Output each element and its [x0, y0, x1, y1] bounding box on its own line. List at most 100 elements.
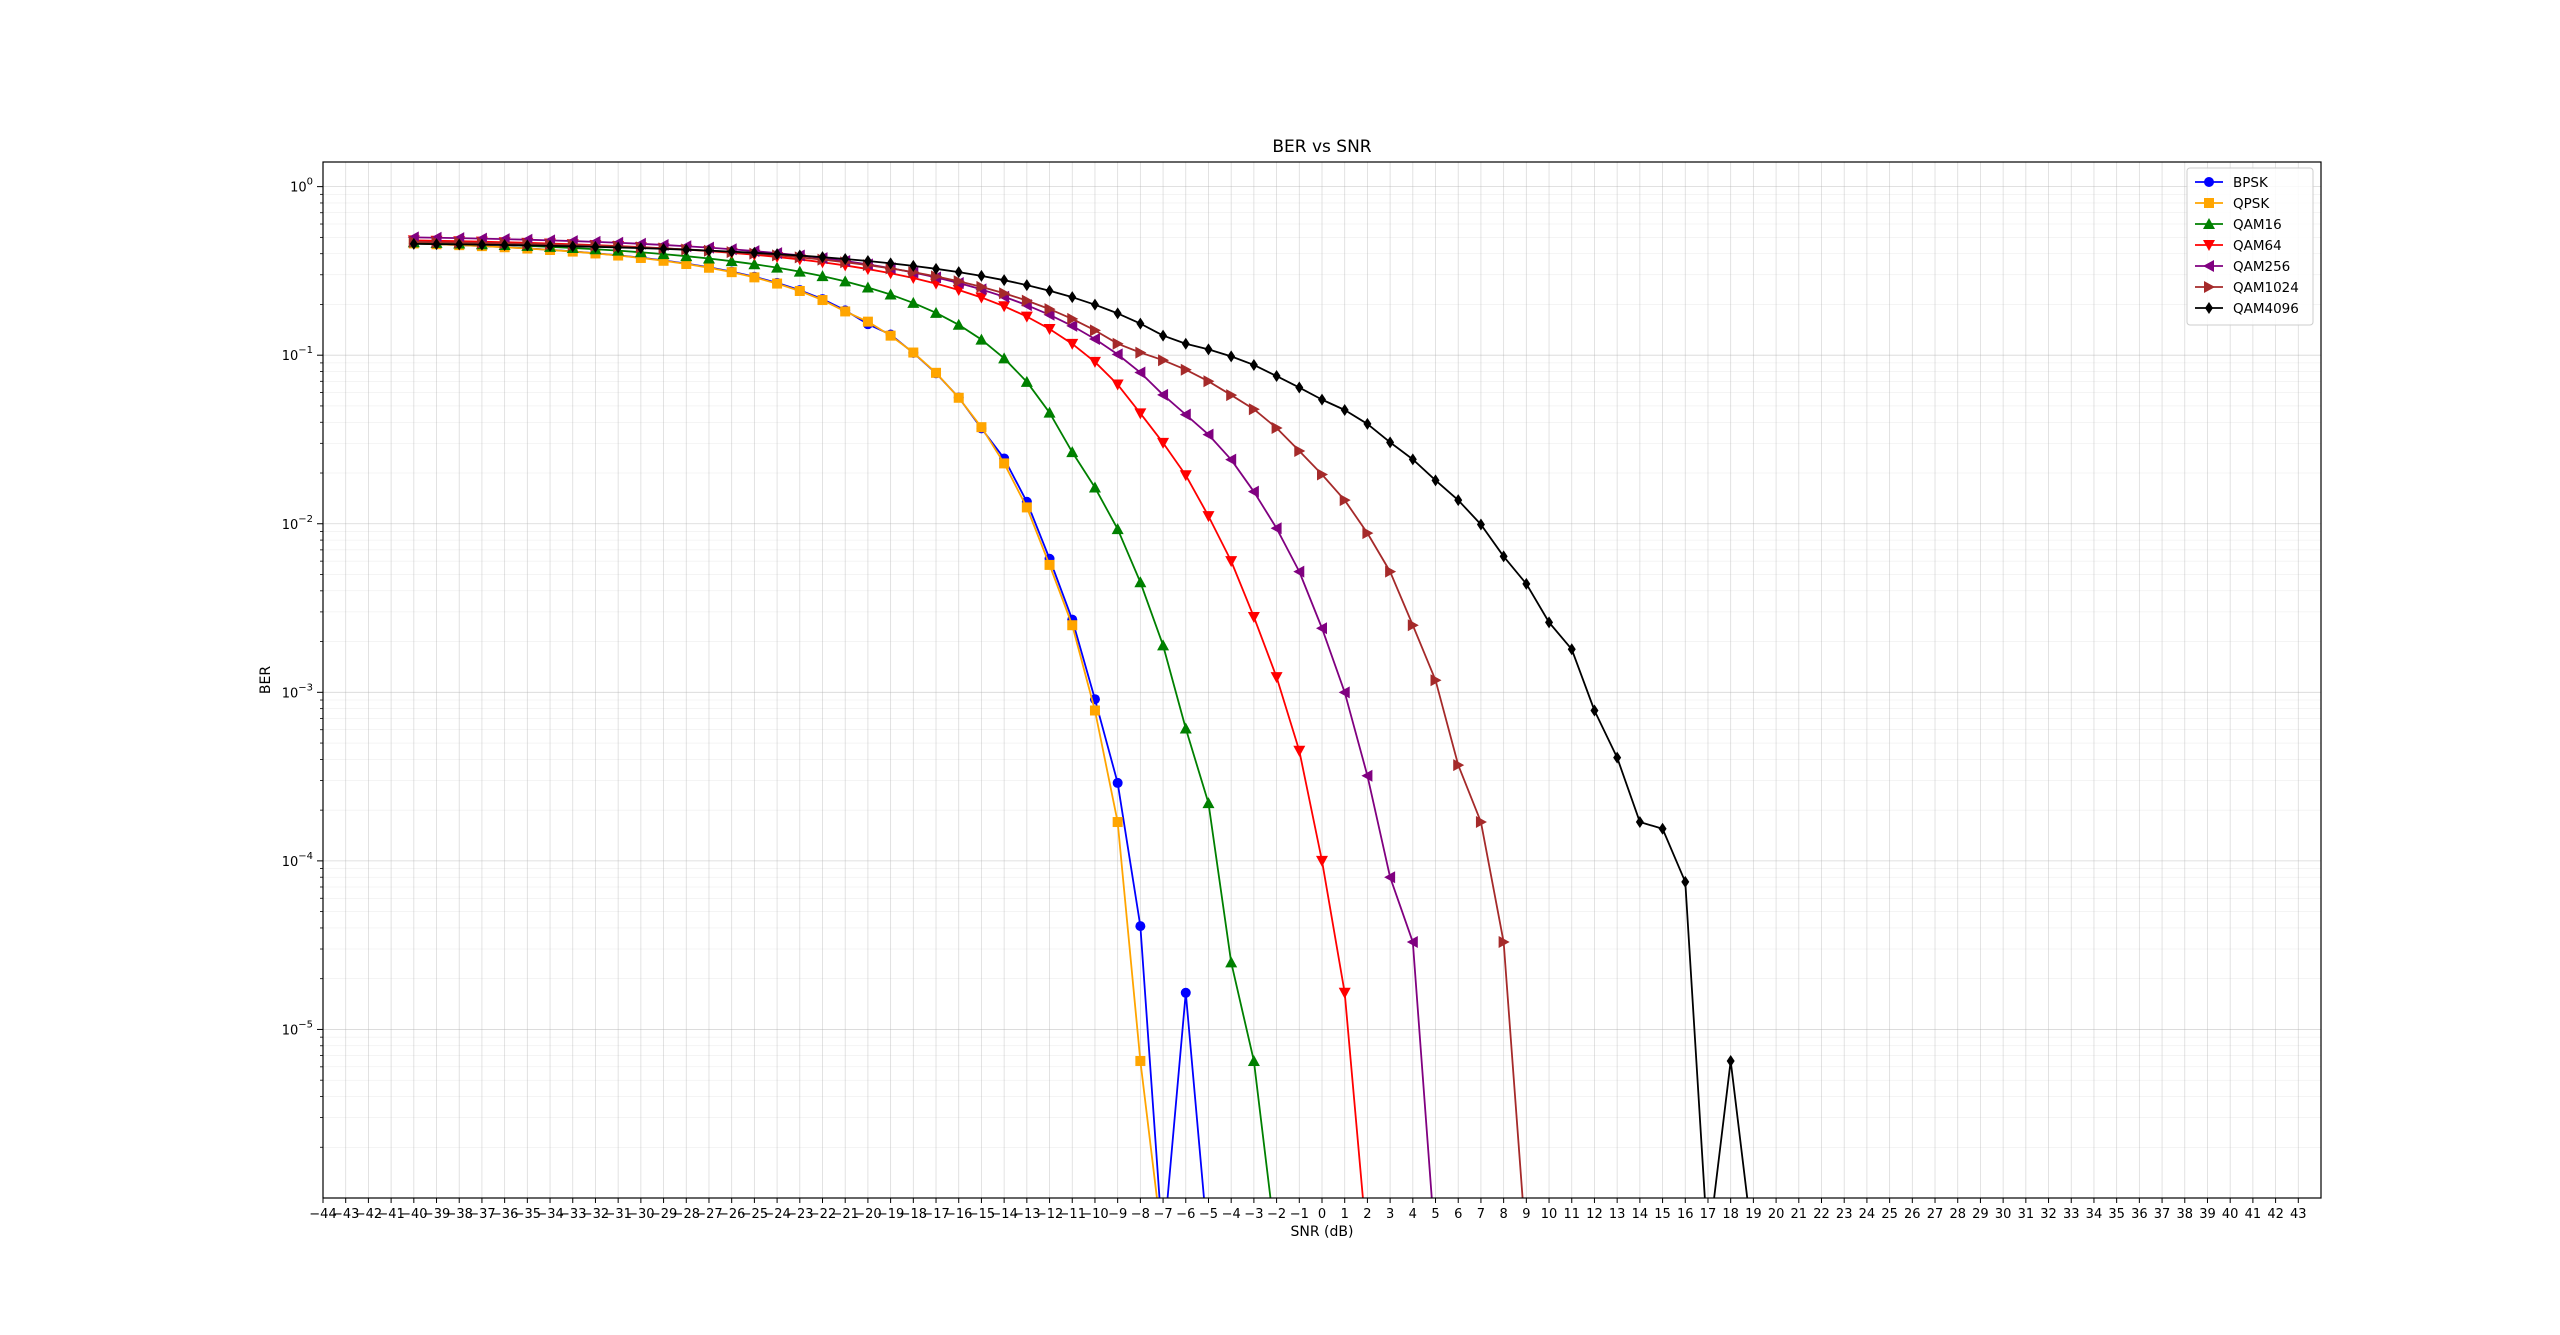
data-point-qam256	[1406, 936, 1418, 949]
data-point-qam4096	[1068, 291, 1077, 304]
data-point-qam4096	[1658, 822, 1667, 835]
data-point-qam4096	[659, 242, 668, 255]
data-point-qam4096	[1090, 298, 1099, 311]
data-point-qam16	[816, 270, 829, 282]
data-point-qam256	[1316, 622, 1327, 635]
data-point-qam4096	[1136, 317, 1145, 330]
data-point-qam4096	[863, 255, 872, 268]
data-point-qpsk	[703, 262, 714, 273]
x-tick-label: 22	[1813, 1207, 1830, 1222]
x-tick-label: 1	[1341, 1207, 1349, 1222]
x-tick-label: −27	[695, 1207, 722, 1222]
data-point-qam4096	[1159, 329, 1168, 342]
data-point-qpsk	[999, 458, 1010, 469]
x-tick-label: 3	[1386, 1207, 1394, 1222]
data-point-qam64	[1134, 408, 1147, 420]
data-point-qpsk	[1089, 705, 1100, 716]
data-point-qam1024	[1226, 389, 1238, 402]
legend-label-qam16: QAM16	[2233, 217, 2282, 233]
data-point-qam4096	[1204, 343, 1213, 356]
data-point-qam256	[1293, 565, 1305, 578]
data-point-qam256	[1043, 308, 1055, 321]
x-tick-label: 25	[1881, 1207, 1898, 1222]
data-point-qam4096	[932, 262, 941, 275]
data-point-qam16	[1225, 956, 1238, 968]
data-point-qam64	[1225, 556, 1238, 568]
data-point-qam4096	[1408, 453, 1417, 466]
x-tick-label: 2	[1363, 1207, 1371, 1222]
legend-label-qam64: QAM64	[2233, 238, 2282, 254]
data-point-qam4096	[977, 269, 986, 282]
data-point-qam4096	[477, 238, 486, 251]
data-point-qam4096	[1249, 358, 1258, 371]
data-point-qpsk	[1021, 502, 1032, 513]
data-point-qpsk	[1067, 620, 1078, 631]
x-tick-label: 34	[2086, 1207, 2103, 1222]
x-tick-label: 37	[2154, 1207, 2171, 1222]
data-point-qam4096	[1431, 474, 1440, 487]
x-tick-label: −22	[809, 1207, 836, 1222]
x-tick-label: 18	[1722, 1207, 1739, 1222]
legend-label-qam1024: QAM1024	[2233, 280, 2299, 296]
x-tick-label: 23	[1836, 1207, 1853, 1222]
data-point-qam16	[1066, 446, 1079, 458]
data-point-qam256	[1361, 769, 1373, 782]
data-point-qam256	[1384, 871, 1396, 884]
x-tick-label: −12	[1036, 1207, 1063, 1222]
x-tick-label: 11	[1563, 1207, 1580, 1222]
x-tick-label: 0	[1318, 1207, 1326, 1222]
x-tick-label: 38	[2176, 1207, 2193, 1222]
x-tick-label: 21	[1791, 1207, 1808, 1222]
x-axis-label: SNR (dB)	[1291, 1224, 1354, 1240]
data-point-qam4096	[1454, 494, 1463, 507]
data-point-qam4096	[773, 248, 782, 261]
data-point-qam1024	[953, 275, 965, 288]
data-point-qam1024	[1475, 816, 1487, 829]
data-point-qam4096	[546, 239, 555, 252]
x-tick-label: 9	[1522, 1207, 1530, 1222]
x-tick-label: 20	[1768, 1207, 1785, 1222]
x-tick-label: 10	[1541, 1207, 1558, 1222]
data-point-qam1024	[1294, 445, 1306, 458]
data-point-qam16	[1043, 406, 1056, 418]
data-point-qam16	[839, 275, 852, 287]
data-point-qam16	[748, 258, 761, 270]
legend-label-qpsk: QPSK	[2233, 196, 2270, 212]
data-point-qpsk	[726, 267, 737, 278]
data-point-qpsk	[681, 259, 692, 270]
data-point-qam16	[907, 296, 920, 308]
data-point-qam1024	[908, 266, 920, 279]
data-point-qam256	[1270, 522, 1282, 535]
data-point-qam4096	[727, 245, 736, 258]
data-point-qpsk	[976, 422, 987, 433]
legend-entry-qam4096: QAM4096	[2195, 301, 2299, 317]
x-tick-label: −20	[854, 1207, 881, 1222]
y-tick-label: 10−4	[282, 851, 313, 870]
data-point-qam4096	[1522, 577, 1531, 590]
x-tick-label: −31	[604, 1207, 631, 1222]
x-tick-label: 14	[1632, 1207, 1649, 1222]
data-point-qam4096	[1295, 381, 1304, 394]
data-point-qam4096	[1227, 350, 1236, 363]
data-point-qam16	[771, 261, 784, 273]
data-point-qam64	[1270, 672, 1283, 684]
data-point-qam4096	[704, 244, 713, 257]
data-point-qam4096	[1318, 393, 1326, 406]
x-tick-label: 31	[2018, 1207, 2035, 1222]
y-tick-label: 10−5	[282, 1019, 313, 1038]
data-point-qam16	[1157, 639, 1170, 651]
data-point-qam1024	[1180, 363, 1192, 376]
series-qam4096	[409, 237, 1749, 1198]
data-point-qam256	[1247, 485, 1259, 498]
data-point-qam4096	[1635, 816, 1644, 829]
data-point-qam4096	[1363, 417, 1372, 430]
data-point-qam16	[861, 281, 874, 293]
data-point-qam1024	[1453, 759, 1465, 772]
data-point-qam64	[1157, 437, 1170, 449]
x-tick-label: −8	[1131, 1207, 1150, 1222]
data-point-qam4096	[500, 239, 509, 252]
data-point-qam4096	[886, 257, 895, 270]
legend-marker-qam4096	[2205, 302, 2213, 314]
data-point-qam64	[1111, 379, 1124, 391]
data-point-qam4096	[1476, 518, 1485, 531]
